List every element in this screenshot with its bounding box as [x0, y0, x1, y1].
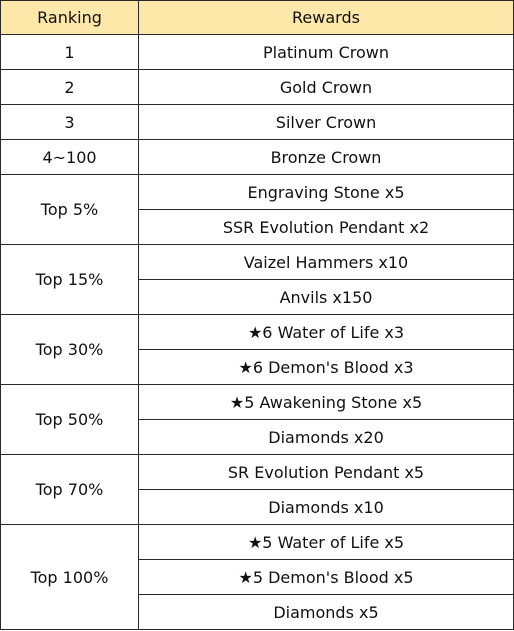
reward-cell: Gold Crown [138, 69, 514, 105]
table-row: Top 100% ★5 Water of Life x5 [0, 524, 514, 630]
rewards-table-body: 1 Platinum Crown 2 Gold Crown 3 Silver Crown 4… [0, 34, 514, 630]
table-row: Top 30% ★6 Water of Life x3 [0, 314, 514, 385]
reward-cell: Bronze Crown [138, 139, 514, 175]
table-row: 1 Platinum Crown [0, 34, 514, 70]
reward-cell: Anvils x150 [138, 279, 514, 315]
rank-cell: Top 15% [0, 244, 139, 315]
reward-cell: Diamonds x5 [138, 594, 514, 630]
rank-cell: Top 70% [0, 454, 139, 525]
rank-cell: 3 [0, 104, 139, 140]
reward-cell: Platinum Crown [138, 34, 514, 70]
rank-cell: 4~100 [0, 139, 139, 175]
table-row: 3 Silver Crown [0, 104, 514, 140]
table-row: Diamonds x5 [1, 594, 514, 630]
table-row: Diamonds x20 [1, 419, 514, 455]
rank-cell: Top 50% [0, 384, 139, 455]
table-row: Top 50% ★5 Awakening Stone x5 [0, 384, 514, 455]
reward-cell: ★5 Demon's Blood x5 [138, 559, 514, 595]
reward-cell: ★6 Water of Life x3 [138, 314, 514, 350]
table-row: Diamonds x10 [1, 489, 514, 525]
reward-cell: SSR Evolution Pendant x2 [138, 209, 514, 245]
ranking-header: Ranking [0, 0, 139, 35]
reward-cell: Diamonds x20 [138, 419, 514, 455]
rank-cell: 2 [0, 69, 139, 105]
table-row: Top 5% Engraving Stone x5 [0, 174, 514, 245]
table-row: ★5 Demon's Blood x5 [1, 559, 514, 595]
reward-cell: ★5 Water of Life x5 [138, 524, 514, 560]
table-row: Top 15% Vaizel Hammers x10 [0, 244, 514, 315]
rank-cell: Top 30% [0, 314, 139, 385]
reward-cell: Silver Crown [138, 104, 514, 140]
reward-cell: Engraving Stone x5 [138, 174, 514, 210]
table-row: Top 70% SR Evolution Pendant x5 [0, 454, 514, 525]
reward-cell: ★6 Demon's Blood x3 [138, 349, 514, 385]
rank-cell: 1 [0, 34, 139, 70]
rank-cell: Top 5% [0, 174, 139, 245]
header-row: Ranking Rewards [0, 0, 514, 35]
reward-cell: SR Evolution Pendant x5 [138, 454, 514, 490]
table-row: Anvils x150 [1, 279, 514, 315]
table-row: SSR Evolution Pendant x2 [1, 209, 514, 245]
reward-cell: ★5 Awakening Stone x5 [138, 384, 514, 420]
table-row: 2 Gold Crown [0, 69, 514, 105]
reward-cell: Diamonds x10 [138, 489, 514, 525]
table-row: 4~100 Bronze Crown [0, 139, 514, 175]
rank-cell: Top 100% [0, 524, 139, 630]
reward-cell: Vaizel Hammers x10 [138, 244, 514, 280]
rewards-header: Rewards [138, 0, 514, 35]
